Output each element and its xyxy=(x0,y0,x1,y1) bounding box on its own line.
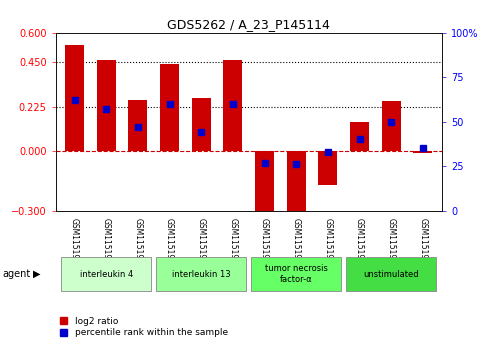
FancyBboxPatch shape xyxy=(61,257,151,291)
FancyBboxPatch shape xyxy=(251,257,341,291)
Text: unstimulated: unstimulated xyxy=(363,270,419,278)
Text: ▶: ▶ xyxy=(33,269,41,279)
Text: interleukin 4: interleukin 4 xyxy=(80,270,133,278)
Title: GDS5262 / A_23_P145114: GDS5262 / A_23_P145114 xyxy=(167,19,330,32)
Bar xyxy=(97,60,116,151)
Bar xyxy=(382,101,401,151)
Bar xyxy=(287,151,306,224)
Bar xyxy=(413,151,432,153)
Text: agent: agent xyxy=(2,269,30,279)
FancyBboxPatch shape xyxy=(156,257,246,291)
Bar xyxy=(318,151,338,185)
Bar xyxy=(224,60,242,151)
Bar xyxy=(160,64,179,151)
Text: interleukin 13: interleukin 13 xyxy=(172,270,230,278)
Bar xyxy=(128,100,147,151)
Bar xyxy=(65,45,84,151)
Bar xyxy=(350,122,369,151)
Bar xyxy=(192,98,211,151)
Bar xyxy=(255,151,274,215)
FancyBboxPatch shape xyxy=(346,257,436,291)
Legend: log2 ratio, percentile rank within the sample: log2 ratio, percentile rank within the s… xyxy=(60,317,227,337)
Text: tumor necrosis
factor-α: tumor necrosis factor-α xyxy=(265,264,327,284)
